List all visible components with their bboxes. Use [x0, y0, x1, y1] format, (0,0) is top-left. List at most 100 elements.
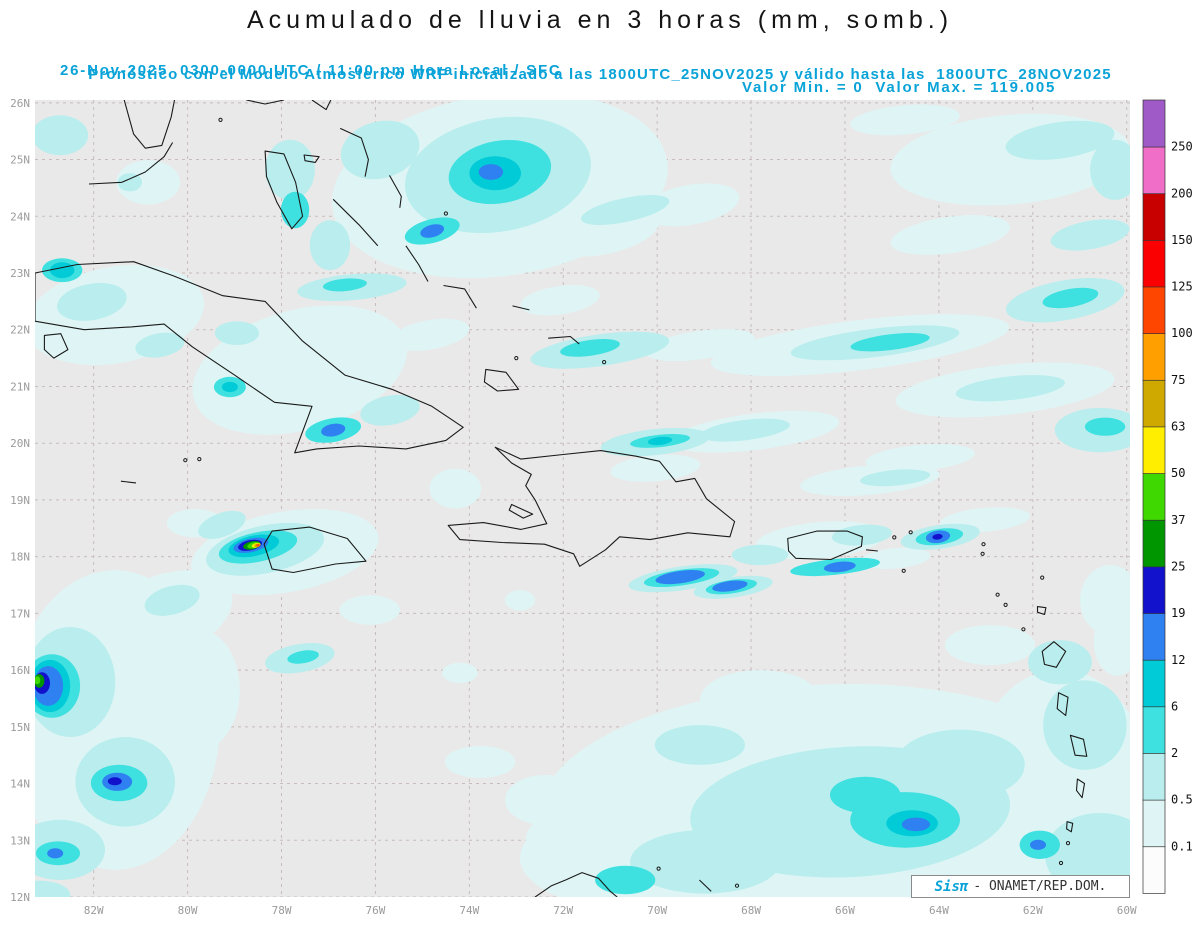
- coastline-cuba: [35, 261, 464, 454]
- lon-tick-label: 78W: [272, 904, 292, 917]
- island-dot: [197, 457, 202, 462]
- precip-cell: [360, 394, 420, 426]
- colorbar-tick-label: 150: [1171, 233, 1193, 247]
- precip-cell: [830, 776, 901, 814]
- precip-cell: [1042, 287, 1099, 309]
- precip-cell: [895, 729, 1025, 800]
- precip-cell: [932, 533, 943, 540]
- colorbar-tick-label: 37: [1171, 513, 1185, 527]
- precip-cell: [47, 848, 64, 859]
- colorbar-tick-label: 19: [1171, 606, 1185, 620]
- colorbar-segment: [1142, 519, 1166, 568]
- lat-tick-label: 24N: [10, 210, 30, 223]
- precip-cell: [955, 375, 1065, 402]
- lat-tick-label: 12N: [10, 891, 30, 904]
- precip-cell: [135, 332, 185, 358]
- colorbar-segment: [1142, 659, 1166, 708]
- colorbar-tick-label: 12: [1171, 653, 1185, 667]
- island-dot: [218, 117, 223, 123]
- coastline-cat-island: [389, 175, 402, 208]
- colorbar-tick-label: 125: [1171, 280, 1193, 294]
- coastline-mayaguana: [512, 305, 530, 311]
- colorbar-tick-label: 25: [1171, 560, 1185, 574]
- precip-cell: [595, 865, 656, 895]
- precip-cell: [712, 580, 748, 592]
- coastline-long-island: [405, 245, 429, 282]
- precip-cell: [505, 590, 535, 611]
- colorbar-segment: [1142, 192, 1166, 241]
- coastline-puerto-rico: [787, 530, 863, 561]
- lat-tick-label: 25N: [10, 154, 30, 167]
- lon-tick-label: 74W: [459, 904, 479, 917]
- precip-cell: [1093, 607, 1130, 676]
- precip-cell: [390, 318, 470, 351]
- attribution-text: - ONAMET/REP.DOM.: [973, 879, 1107, 894]
- coastline-florida-keys: [88, 142, 174, 185]
- colorbar-segment: [1142, 239, 1166, 288]
- valid-time-text: 26-Nov-2025 0300-0000 UTC / 11:00 pm Hor…: [60, 62, 562, 79]
- colorbar-segment: [1142, 379, 1166, 428]
- precip-cell: [1028, 640, 1092, 685]
- island-dot: [443, 211, 448, 216]
- model-info-text: Pronóstico con el Modelo Atmosferico WRF…: [88, 66, 1112, 83]
- coastline-jamaica: [263, 526, 367, 574]
- coastline-grand-cayman: [120, 480, 137, 484]
- precip-cell: [339, 595, 400, 625]
- precip-cell: [281, 191, 310, 229]
- island-dot: [183, 458, 188, 463]
- precip-cell: [1030, 839, 1046, 850]
- precip-cell: [945, 625, 1036, 665]
- colorbar-tick-label: 200: [1171, 186, 1193, 200]
- colorbar-tick-label: 0.5: [1171, 793, 1193, 807]
- precip-cell: [214, 321, 259, 345]
- island-dot: [656, 866, 661, 871]
- colorbar-segment: [1142, 752, 1166, 801]
- precip-cell: [444, 746, 516, 778]
- colorbar-tick-label: 50: [1171, 466, 1185, 480]
- precip-cell: [429, 468, 482, 509]
- island-dot: [908, 530, 913, 535]
- precip-cell: [322, 278, 367, 292]
- colorbar-segment: [1142, 845, 1166, 894]
- lon-tick-label: 72W: [553, 904, 573, 917]
- coastline-vieques: [866, 549, 878, 552]
- colorbar-segment: [1142, 286, 1166, 334]
- island-dot: [734, 883, 740, 888]
- colorbar-tick-label: 2: [1171, 746, 1178, 760]
- precip-cell: [731, 544, 789, 566]
- precip-cell: [654, 725, 746, 765]
- precip-cell: [309, 220, 351, 271]
- precip-cell: [520, 285, 600, 316]
- coastline-guajira-peninsula: [534, 872, 618, 897]
- coastline-st-vincent: [1066, 821, 1074, 833]
- coastline-curacao: [699, 879, 712, 892]
- precip-cell: [50, 262, 75, 279]
- coastline-turks-caicos: [548, 335, 580, 345]
- precip-cell: [525, 811, 611, 869]
- precip-cell: [198, 510, 246, 539]
- precip-cell: [107, 777, 122, 786]
- precip-cell: [647, 436, 673, 446]
- island-dot: [1058, 860, 1064, 866]
- lat-tick-label: 14N: [10, 778, 30, 791]
- lat-tick-label: 16N: [10, 664, 30, 677]
- precip-cell: [700, 418, 790, 442]
- colorbar-tick-label: 6: [1171, 699, 1178, 713]
- attribution-badge: Sisπ - ONAMET/REP.DOM.: [911, 875, 1130, 898]
- colorbar-segment: [1142, 612, 1166, 661]
- precip-cell: [581, 195, 670, 225]
- lon-tick-label: 82W: [84, 904, 104, 917]
- precip-cell: [221, 381, 238, 393]
- sispi-logo: Sisπ: [934, 878, 969, 895]
- precip-cell: [56, 282, 127, 321]
- precip-cell: [35, 880, 71, 897]
- island-dot: [981, 542, 986, 547]
- precip-cell: [478, 164, 504, 180]
- precip-cell: [1084, 417, 1126, 436]
- island-dot: [602, 360, 607, 365]
- lon-tick-label: 80W: [178, 904, 198, 917]
- precip-cell: [144, 584, 200, 616]
- precip-cell: [850, 104, 960, 136]
- colorbar-segment: [1142, 799, 1166, 848]
